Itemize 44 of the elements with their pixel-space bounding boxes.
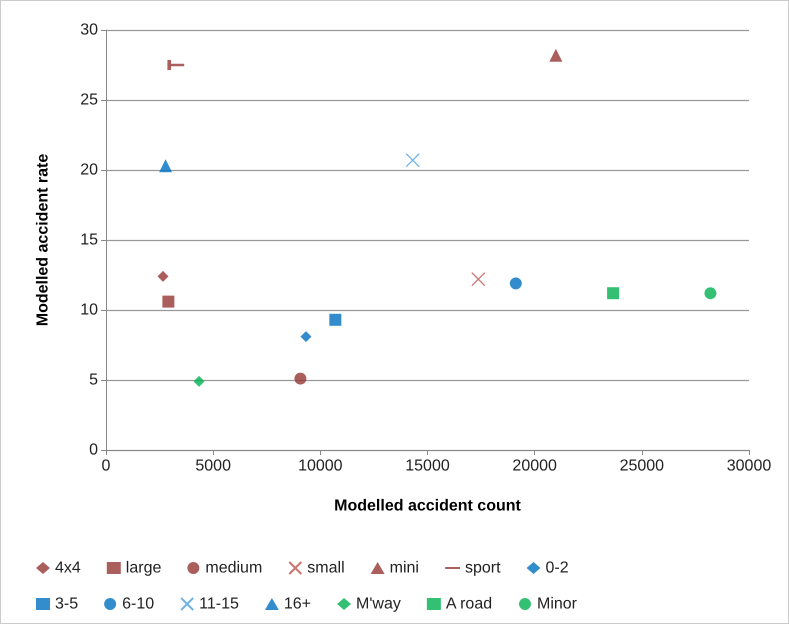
x-tick-label: 0	[102, 458, 111, 474]
y-axis-title: Modelled accident rate	[34, 154, 52, 326]
point	[704, 287, 716, 300]
y-tick-label: 25	[80, 92, 98, 108]
point	[158, 270, 169, 282]
x-tick-label: 15000	[405, 458, 450, 474]
x-tick-label: 25000	[620, 458, 664, 474]
x-tick-label: 5000	[195, 458, 232, 474]
x-tick-label: 10000	[298, 458, 343, 474]
legend-label: A road	[446, 596, 492, 612]
x-tick-label: 20000	[512, 458, 558, 474]
x-tick-label: 30000	[726, 458, 772, 474]
y-tick-label: 15	[80, 232, 98, 248]
point	[168, 58, 186, 72]
y-tick-label: 30	[80, 22, 98, 38]
legend-label: mini	[390, 560, 419, 576]
legend-label: 16+	[284, 596, 312, 612]
point	[162, 296, 174, 308]
point	[329, 314, 342, 326]
legend-label: 11-15	[199, 596, 239, 612]
point	[406, 153, 420, 168]
point	[294, 372, 306, 385]
y-tick-label: 20	[80, 162, 98, 178]
y-tick-label: 0	[89, 442, 98, 458]
legend-label: 0-2	[546, 560, 569, 576]
legend-label: medium	[205, 560, 262, 576]
legend-label: M'way	[356, 596, 401, 612]
legend-label: small	[307, 560, 345, 576]
point	[510, 277, 522, 290]
x-axis-title: Modelled accident count	[334, 498, 522, 514]
point	[300, 331, 312, 342]
y-tick-label: 5	[89, 372, 98, 388]
point	[607, 287, 620, 300]
legend-label: 4x4	[55, 560, 81, 576]
point	[159, 159, 172, 172]
point	[549, 48, 562, 62]
point	[471, 272, 486, 286]
legend-label: sport	[464, 560, 502, 576]
y-tick-label: 10	[80, 302, 98, 318]
legend-label: 3-5	[55, 596, 78, 612]
legend-label: large	[126, 560, 162, 576]
legend-label: 6-10	[122, 596, 154, 612]
legend-label: Minor	[537, 596, 578, 612]
point	[194, 376, 205, 387]
